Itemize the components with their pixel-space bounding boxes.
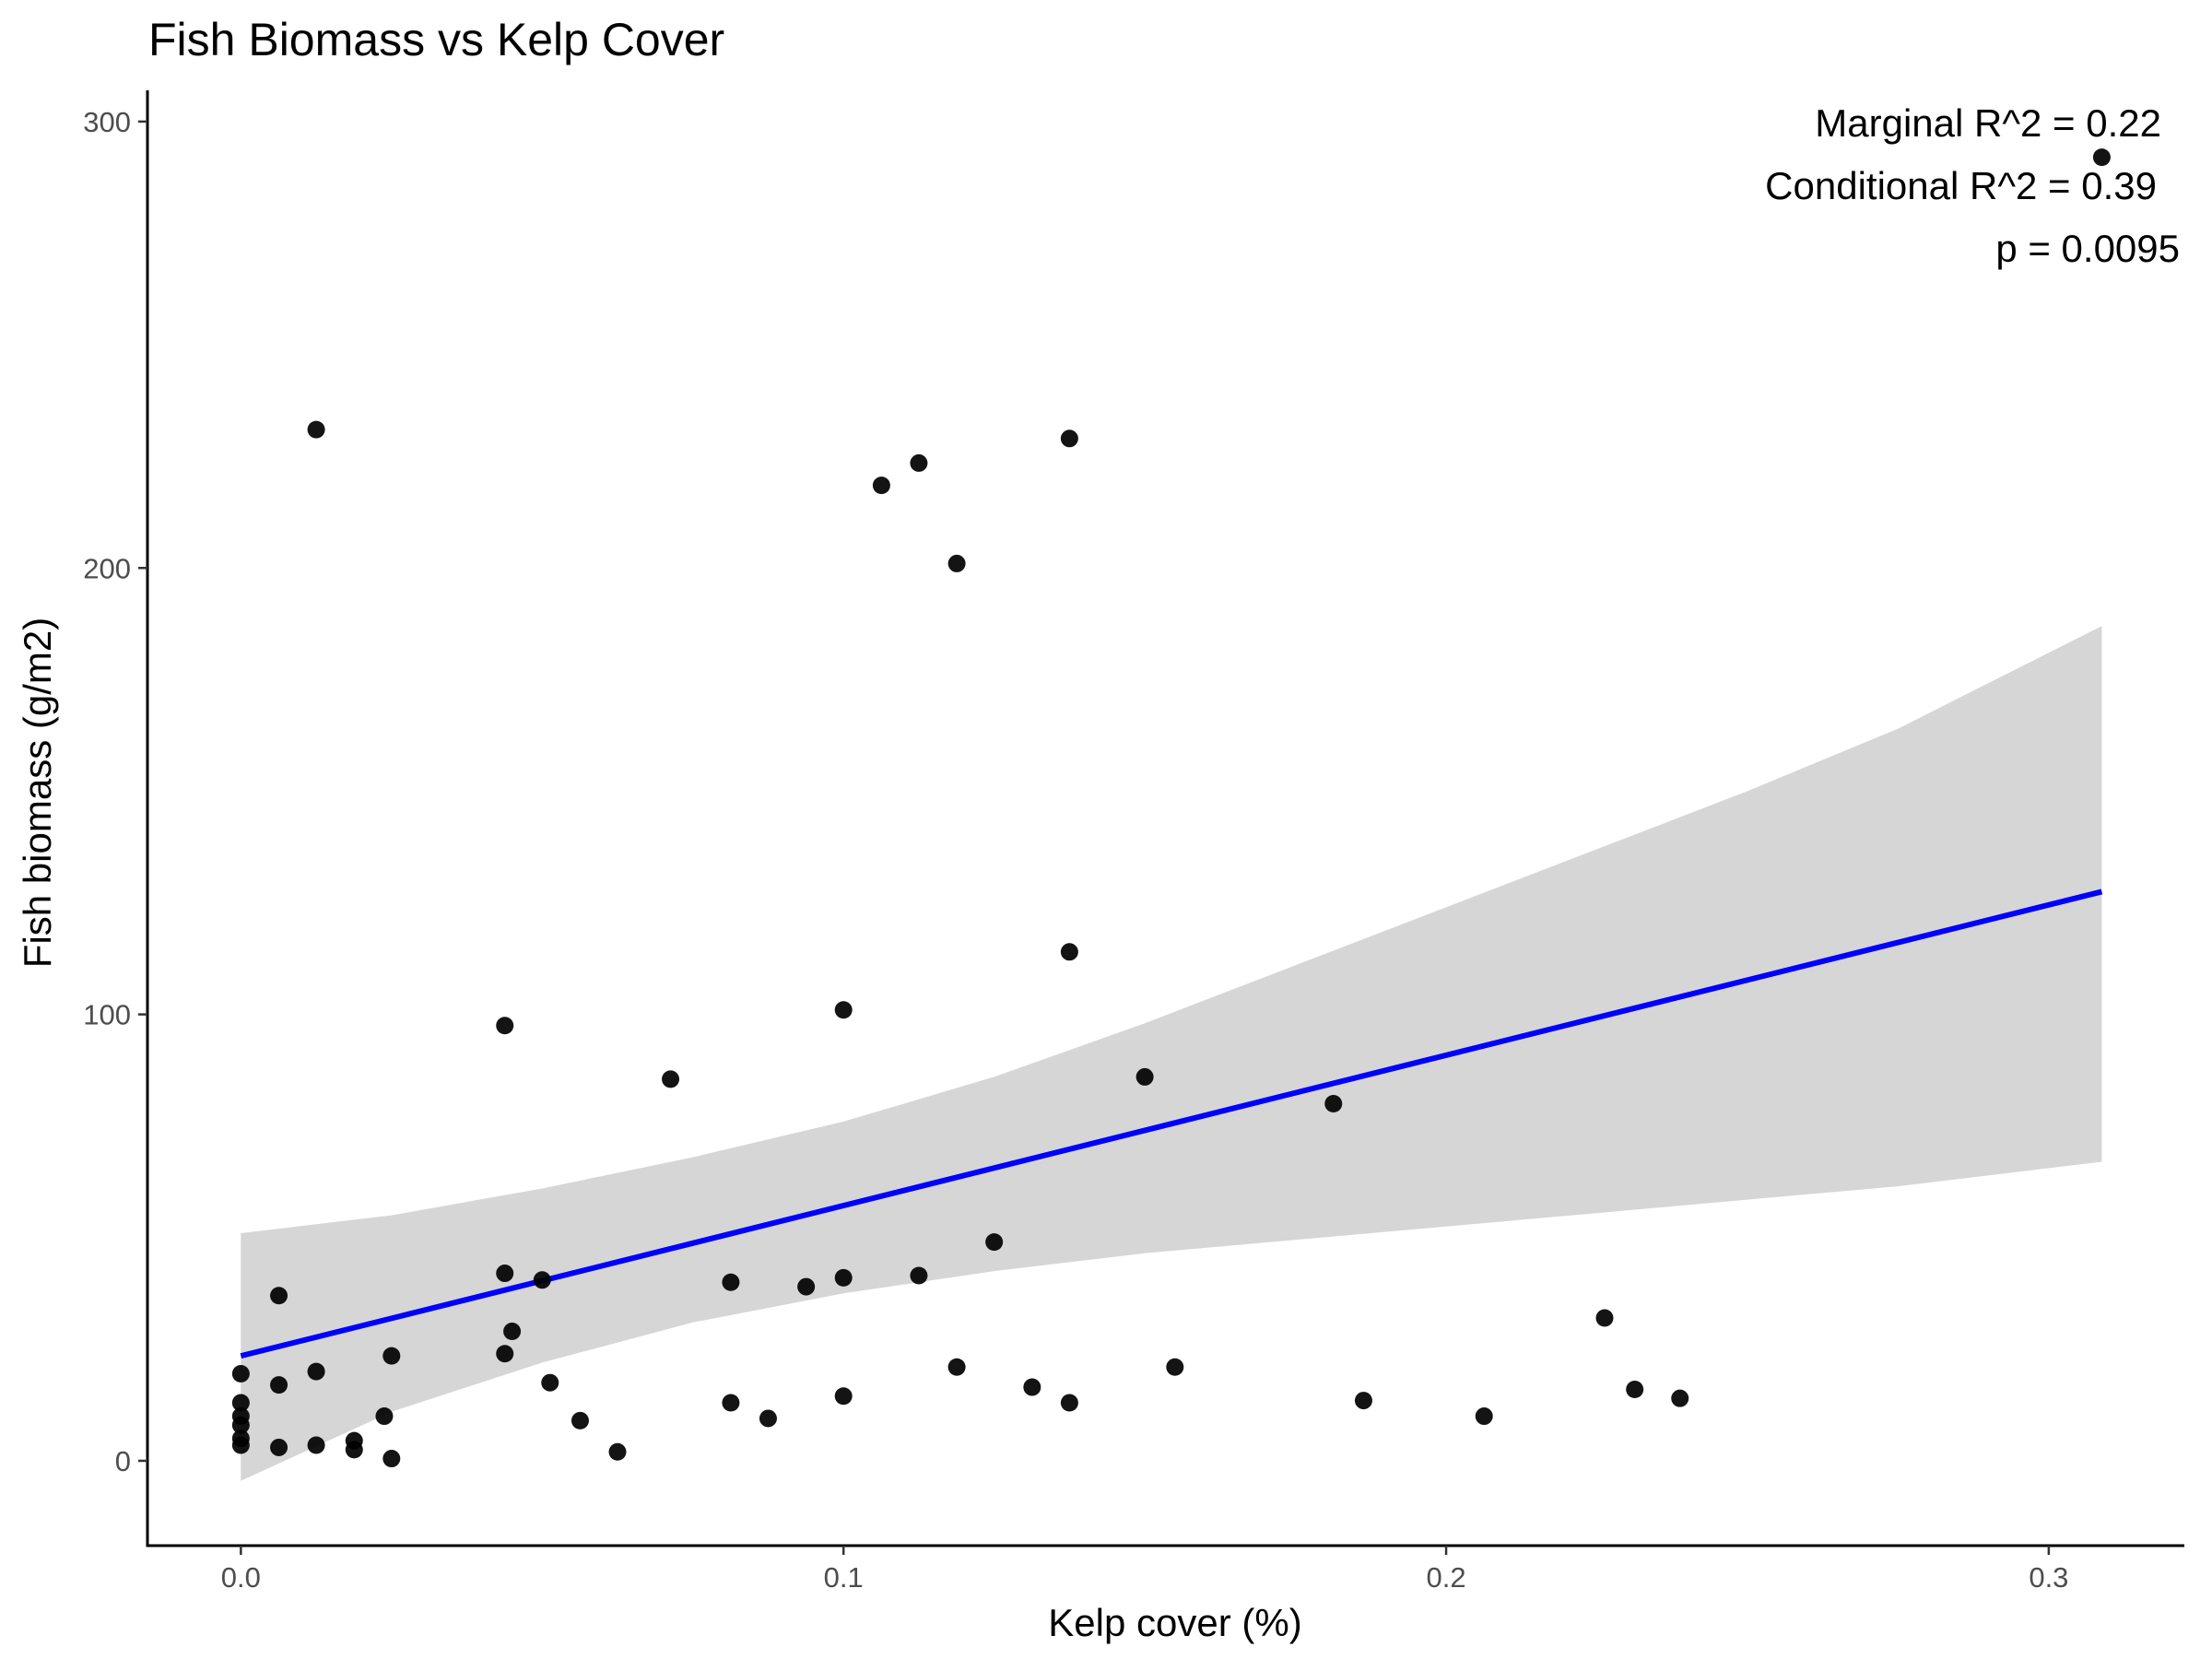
data-point: [1060, 429, 1078, 448]
data-point: [1595, 1309, 1614, 1327]
y-tick-label: 0: [115, 1445, 131, 1477]
p-value-label: p = 0.0095: [1995, 227, 2180, 270]
data-point: [496, 1345, 514, 1363]
data-point: [662, 1070, 680, 1088]
data-points-layer: [231, 148, 2111, 1468]
data-point: [947, 554, 966, 572]
x-tick-label: 0.2: [1426, 1561, 1465, 1594]
data-point: [872, 477, 890, 495]
data-point: [910, 1266, 928, 1285]
data-point: [834, 1001, 853, 1019]
data-point: [722, 1394, 740, 1412]
conditional-r2-label: Conditional R^2 = 0.39: [1765, 164, 2157, 207]
data-point: [947, 1358, 966, 1376]
data-point: [571, 1411, 589, 1430]
data-point: [382, 1347, 401, 1365]
data-point: [345, 1441, 363, 1459]
data-point: [270, 1376, 288, 1394]
data-point: [307, 1436, 325, 1454]
x-axis-title: Kelp cover (%): [1048, 1601, 1301, 1644]
data-point: [797, 1277, 816, 1296]
data-point: [496, 1017, 514, 1035]
x-tick-label: 0.3: [2029, 1561, 2068, 1594]
data-point: [834, 1387, 853, 1406]
y-tick-label: 300: [83, 106, 131, 138]
data-point: [231, 1394, 250, 1412]
data-point: [608, 1442, 627, 1461]
data-point: [503, 1323, 522, 1341]
data-point: [496, 1265, 514, 1283]
x-axis-ticks: 0.0 0.1 0.2 0.3: [221, 1546, 2068, 1594]
chart-title: Fish Biomass vs Kelp Cover: [148, 14, 724, 65]
data-point: [307, 1362, 325, 1381]
data-point: [231, 1416, 250, 1434]
data-point: [1060, 1394, 1078, 1412]
data-point: [1626, 1380, 1644, 1398]
data-point: [2092, 148, 2111, 167]
data-point: [307, 420, 325, 439]
y-tick-label: 100: [83, 999, 131, 1031]
data-point: [1475, 1407, 1493, 1426]
data-point: [1060, 943, 1078, 961]
data-point: [231, 1365, 250, 1383]
data-point: [270, 1438, 288, 1456]
fit-line: [240, 888, 2103, 1359]
confidence-band-layer: [241, 626, 2102, 1481]
model-stats-annotation: Marginal R^2 = 0.22 Conditional R^2 = 0.…: [1765, 101, 2180, 270]
confidence-band: [241, 626, 2102, 1481]
data-point: [834, 1268, 853, 1287]
data-point: [910, 453, 928, 472]
data-point: [533, 1271, 551, 1289]
data-point: [722, 1273, 740, 1291]
data-point: [1671, 1389, 1689, 1407]
x-tick-label: 0.0: [221, 1561, 261, 1594]
data-point: [382, 1450, 401, 1468]
data-point: [375, 1407, 394, 1426]
marginal-r2-label: Marginal R^2 = 0.22: [1815, 101, 2161, 145]
x-tick-label: 0.1: [824, 1561, 864, 1594]
fit-line-layer: [240, 888, 2103, 1359]
data-point: [1354, 1392, 1372, 1410]
y-axis-title: Fish biomass (g/m2): [16, 618, 59, 968]
data-point: [1023, 1378, 1041, 1396]
data-point: [1135, 1067, 1154, 1086]
data-point: [985, 1233, 1004, 1252]
data-point: [541, 1373, 559, 1392]
data-point: [1324, 1094, 1343, 1112]
data-point: [270, 1287, 288, 1305]
data-point: [759, 1409, 777, 1428]
y-axis-ticks: 0 100 200 300: [83, 106, 147, 1477]
data-point: [1166, 1358, 1184, 1376]
data-point: [231, 1436, 250, 1454]
y-tick-label: 200: [83, 552, 131, 584]
